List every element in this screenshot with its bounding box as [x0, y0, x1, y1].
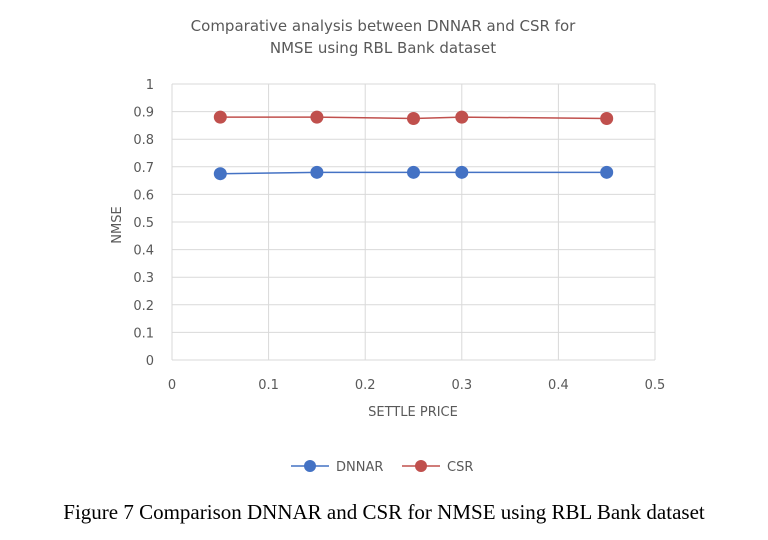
y-tick-label: 0.5 [133, 216, 154, 231]
x-tick-label: 0.5 [645, 378, 666, 393]
data-point-csr [600, 112, 614, 125]
x-tick-labels: 0 0.1 0.2 0.3 0.4 0.5 [168, 378, 665, 393]
x-tick-label: 0.2 [355, 378, 376, 393]
data-point-dnnar [600, 165, 614, 179]
series-lines [220, 116, 607, 175]
y-tick-label: 1 [146, 78, 154, 93]
data-point-csr [455, 110, 469, 124]
x-tick-label: 0.1 [258, 378, 279, 393]
legend-item-csr: CSR [402, 460, 473, 475]
legend-marker-csr [415, 460, 427, 472]
data-point-csr [407, 112, 420, 125]
y-axis-label: NMSE [110, 206, 125, 243]
y-tick-label: 0.1 [133, 326, 154, 341]
data-point-dnnar [213, 167, 227, 181]
legend-marker-dnnar [304, 460, 316, 472]
legend-label-csr: CSR [447, 460, 473, 475]
data-point-csr [213, 110, 227, 124]
x-axis-label: SETTLE PRICE [368, 405, 458, 420]
y-tick-label: 0.9 [133, 106, 154, 121]
x-tick-label: 0 [168, 378, 176, 393]
y-tick-label: 0.2 [133, 299, 154, 314]
y-tick-label: 0.7 [133, 161, 154, 176]
horizontal-gridlines [172, 83, 655, 361]
chart-title-line-1: Comparative analysis between DNNAR and C… [191, 17, 576, 35]
x-tick-label: 0.3 [451, 378, 472, 393]
y-tick-label: 0.3 [133, 271, 154, 286]
line-chart: Comparative analysis between DNNAR and C… [110, 17, 665, 475]
y-tick-label: 0.4 [133, 244, 154, 259]
data-point-dnnar [310, 165, 324, 179]
y-tick-label: 0 [146, 354, 154, 369]
series-points [213, 110, 614, 181]
legend-item-dnnar: DNNAR [291, 460, 383, 475]
y-tick-labels: 0 0.1 0.2 0.3 0.4 0.5 0.6 0.7 0.8 0.9 1 [133, 78, 154, 369]
data-point-csr [310, 110, 324, 124]
y-tick-label: 0.8 [133, 133, 154, 148]
chart-title-line-2: NMSE using RBL Bank dataset [270, 39, 496, 57]
data-point-dnnar [455, 165, 469, 179]
y-tick-label: 0.6 [133, 188, 154, 203]
figure-caption: Figure 7 Comparison DNNAR and CSR for NM… [63, 500, 705, 524]
x-tick-label: 0.4 [548, 378, 569, 393]
legend: DNNAR CSR [291, 460, 473, 475]
legend-label-dnnar: DNNAR [336, 460, 383, 475]
data-point-dnnar [407, 165, 420, 179]
